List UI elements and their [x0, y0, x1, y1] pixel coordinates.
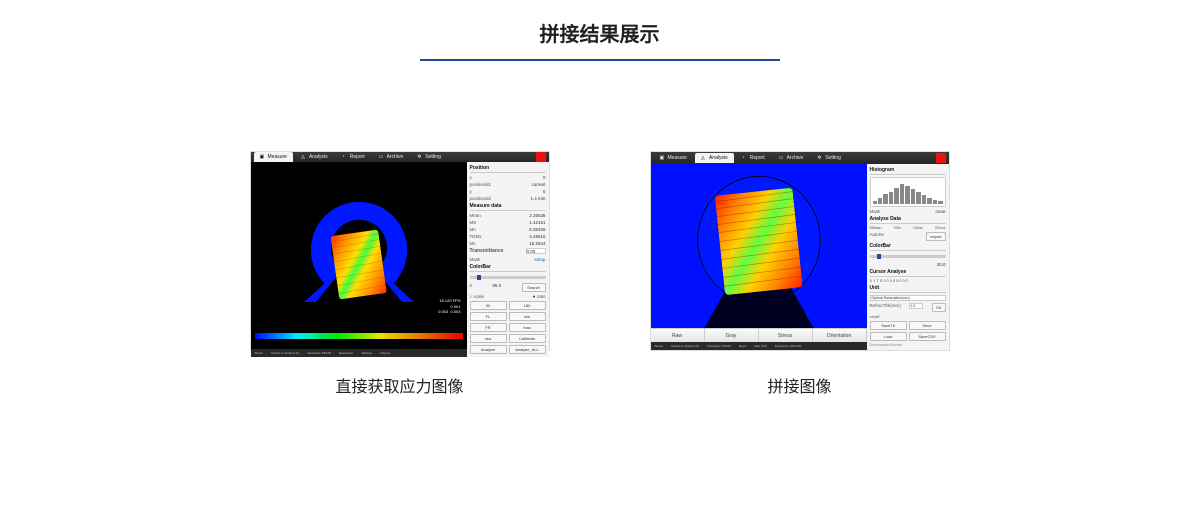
- btn-load[interactable]: Load: [870, 332, 907, 341]
- tab-measure-label: Measure: [268, 154, 287, 160]
- btn-min[interactable]: min: [509, 312, 546, 321]
- right-caption: 拼接图像: [767, 373, 831, 397]
- sample-heatmap: [330, 229, 387, 304]
- cursor-header: Cursor Analyse: [870, 269, 946, 277]
- btn-analyse[interactable]: Analyse: [470, 345, 507, 354]
- btn-save[interactable]: Save: [909, 321, 946, 330]
- analysis-icon: ◬: [701, 155, 707, 161]
- histogram-header: Histogram: [870, 167, 946, 175]
- tab-measure[interactable]: ▣Measure: [254, 152, 293, 162]
- mask-setup-link[interactable]: setup: [534, 257, 545, 262]
- report-icon: ◔: [742, 155, 748, 161]
- btn-savecsv[interactable]: SaveCSV: [909, 332, 946, 341]
- colorbar-slider[interactable]: [470, 276, 546, 279]
- gear-icon: ✲: [817, 155, 823, 161]
- title-underline: [420, 59, 780, 61]
- position-header: Position: [470, 165, 546, 173]
- tab-report-label: Report: [350, 154, 365, 160]
- right-sidebar: Histogram Masknone Analyse Data SMeanSMn…: [867, 164, 949, 350]
- btn-savetif[interactable]: SaveTif: [870, 321, 907, 330]
- ok-button[interactable]: OK: [932, 303, 946, 312]
- cursor-values: X Y T S 0.0 0.0 0.0 0.0: [870, 279, 946, 283]
- btn-180[interactable]: 180: [509, 301, 546, 310]
- measure-viewport[interactable]: 16.120 FPS 0.001 0.003 0.003: [251, 162, 467, 349]
- report-icon: ◔: [342, 154, 348, 160]
- record-indicator[interactable]: [536, 152, 546, 162]
- tab2-report[interactable]: ◔Report: [736, 153, 771, 163]
- tab-setting-label: Setting: [425, 154, 441, 160]
- right-topbar: ▣Measure ◬Analysis ◔Report ▭Archive ✲Set…: [651, 152, 949, 164]
- sample-heatmap-large: [714, 188, 803, 301]
- analysis-app: ▣Measure ◬Analysis ◔Report ▭Archive ✲Set…: [650, 151, 950, 351]
- tab-analysis-label: Analysis: [309, 154, 328, 160]
- export-button[interactable]: export: [926, 232, 945, 241]
- colorbar2-slider[interactable]: [870, 255, 946, 258]
- viewtab-stress[interactable]: Stress: [759, 329, 813, 342]
- record-indicator2[interactable]: [936, 153, 946, 163]
- archive-icon: ▭: [379, 154, 385, 160]
- tab2-archive[interactable]: ▭Archive: [773, 153, 810, 163]
- btn-max[interactable]: max: [509, 323, 546, 332]
- colorbar-header: ColorBar: [470, 264, 546, 272]
- left-panel-wrap: ▣Measure ◬Analysis ◔Report ▭Archive ✲Set…: [250, 151, 550, 397]
- btn-fl[interactable]: FL: [470, 312, 507, 321]
- onoff-label: on/off: [870, 314, 946, 319]
- left-topbar: ▣Measure ◬Analysis ◔Report ▭Archive ✲Set…: [251, 152, 549, 162]
- view-tabs: Raw Gray Stress Orientation: [651, 328, 867, 342]
- gear-icon: ✲: [417, 154, 423, 160]
- analysis-icon: ◬: [301, 154, 307, 160]
- btn-90[interactable]: 90: [470, 301, 507, 310]
- analysis-viewport[interactable]: [651, 164, 867, 328]
- measure-data-header: Measure data: [470, 203, 546, 211]
- tab2-setting[interactable]: ✲Setting: [811, 153, 847, 163]
- panels-row: ▣Measure ◬Analysis ◔Report ▭Archive ✲Set…: [0, 151, 1199, 397]
- viewtab-orientation[interactable]: Orientation: [813, 329, 867, 342]
- left-statusbar: StressSwitch on Guided Tip Saturation 18…: [251, 349, 467, 357]
- right-statusbar: StressGlobal on Guided Tip Saturation 18…: [651, 342, 867, 350]
- archive-icon: ▭: [779, 155, 785, 161]
- unit-select[interactable]: Optical Retardation(nm): [870, 295, 946, 301]
- footer-note: Downloaded Archive: [870, 343, 946, 347]
- search-button[interactable]: Search: [522, 283, 546, 292]
- camera-icon: ▣: [660, 155, 666, 161]
- histogram: [870, 177, 946, 207]
- camera-icon: ▣: [260, 154, 266, 160]
- btn-analyse-all[interactable]: Analyse_ALL: [509, 345, 546, 354]
- colorbar2-header: ColorBar: [870, 243, 946, 251]
- tab2-analysis[interactable]: ◬Analysis: [695, 153, 734, 163]
- tab-setting[interactable]: ✲Setting: [411, 152, 447, 162]
- left-sidebar: Position x0 positionid1current y0 positi…: [467, 162, 549, 357]
- right-panel-wrap: ▣Measure ◬Analysis ◔Report ▭Archive ✲Set…: [650, 151, 950, 397]
- analyse-data-header: Analyse Data: [870, 216, 946, 224]
- analysis-viewport-wrap: Raw Gray Stress Orientation StressGlobal…: [651, 164, 867, 350]
- tab2-measure[interactable]: ▣Measure: [654, 153, 693, 163]
- tab-analysis[interactable]: ◬Analysis: [295, 152, 334, 162]
- btn-calibrate[interactable]: Calibrate: [509, 334, 546, 343]
- colorbar: [255, 333, 463, 345]
- unit-header: Unit: [870, 285, 946, 293]
- fps-readout: 16.120 FPS 0.001 0.003 0.003: [438, 298, 460, 315]
- viewtab-raw[interactable]: Raw: [651, 329, 705, 342]
- btn-fr[interactable]: FR: [470, 323, 507, 332]
- left-caption: 直接获取应力图像: [335, 373, 463, 397]
- tab-report[interactable]: ◔Report: [336, 152, 371, 162]
- tab-archive-label: Archive: [387, 154, 404, 160]
- viewtab-gray[interactable]: Gray: [705, 329, 759, 342]
- transmittance-input[interactable]: 0.00: [526, 248, 546, 254]
- measure-app: ▣Measure ◬Analysis ◔Report ▭Archive ✲Set…: [250, 151, 550, 351]
- refrac-input[interactable]: 1.0: [909, 303, 923, 309]
- page-title: 拼接结果展示: [0, 0, 1199, 47]
- btn-raw[interactable]: raw: [470, 334, 507, 343]
- tab-archive[interactable]: ▭Archive: [373, 152, 410, 162]
